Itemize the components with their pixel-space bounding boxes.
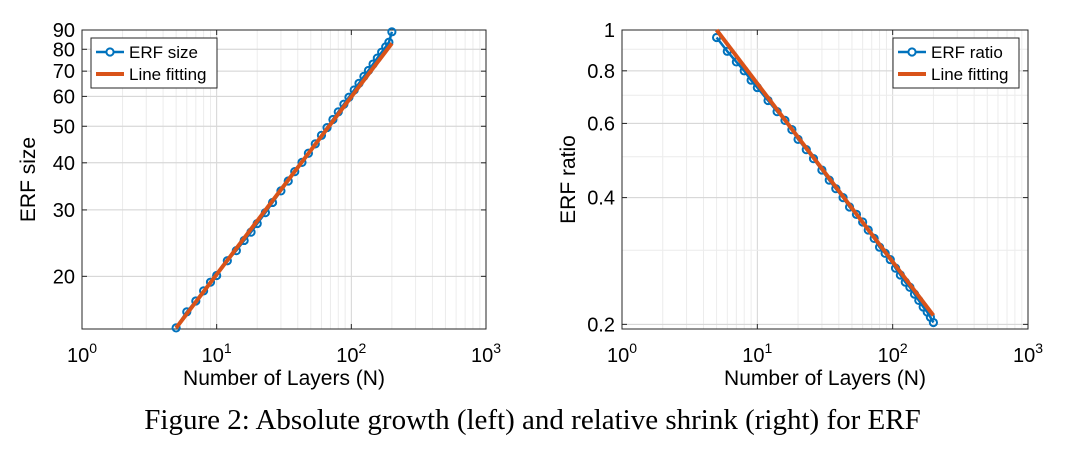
y-tick-label: 0.4 [587, 188, 615, 210]
y-tick-label: 20 [53, 266, 75, 288]
x-axis-title: Number of Layers (N) [724, 367, 926, 390]
series-group [711, 28, 939, 328]
series-group [171, 27, 397, 333]
y-tick-label: 0.6 [587, 113, 615, 135]
x-tick-label: 100 [67, 340, 97, 367]
legend: ERF size Line fitting [90, 37, 218, 89]
figure-caption: Figure 2: Absolute growth (left) and rel… [144, 404, 921, 436]
x-tick-label: 102 [336, 340, 366, 367]
x-tick-label: 101 [742, 340, 772, 367]
x-axis-title: Number of Layers (N) [183, 367, 385, 390]
y-tick-label: 0.8 [587, 61, 615, 83]
data-point [858, 217, 868, 227]
legend-box [892, 37, 1020, 89]
y-axis: 0.2 0.4 0.6 0.8 1 ERF ratio [557, 20, 1028, 336]
y-tick-label: 60 [53, 86, 75, 108]
fit-line-1 [715, 28, 935, 317]
data-point [851, 209, 862, 219]
x-tick-label: 102 [878, 340, 908, 367]
y-tick-label: 80 [53, 39, 75, 61]
data-point [387, 27, 397, 37]
x-tick-label: 103 [1013, 340, 1043, 367]
fit-line-1 [174, 42, 394, 330]
y-tick-label: 1 [604, 20, 615, 42]
y-axis-title: ERF size [17, 137, 40, 222]
x-axis: 100 101 102 103 Number of Layers (N) [67, 30, 501, 390]
x-axis: 100 101 102 103 Number of Layers (N) [607, 30, 1043, 390]
data-point [290, 167, 300, 177]
legend-label: Line fitting [931, 65, 1009, 84]
data-point [171, 323, 181, 333]
x-tick-label: 101 [202, 340, 232, 367]
y-tick-label: 30 [53, 200, 75, 222]
y-tick-label: 50 [53, 116, 75, 138]
legend-label: Line fitting [129, 65, 207, 84]
x-tick-label: 103 [471, 340, 501, 367]
legend-marker [105, 47, 115, 57]
y-tick-label: 90 [53, 20, 75, 42]
y-tick-label: 0.2 [587, 314, 615, 336]
y-tick-label: 70 [53, 61, 75, 83]
legend-marker [907, 47, 917, 57]
y-tick-label: 40 [53, 153, 75, 175]
axes-box [621, 29, 1029, 330]
data-point [928, 317, 939, 328]
y-axis-title: ERF ratio [557, 135, 580, 224]
legend-label: ERF size [129, 43, 198, 62]
erf-size-chart: 100 101 102 103 Number of Layers (N) 20 30 40 50… [17, 20, 501, 390]
legend-box [90, 37, 218, 89]
x-tick-label: 100 [607, 340, 637, 367]
axes-box [81, 29, 487, 330]
legend-label: ERF ratio [931, 43, 1003, 62]
legend: ERF ratio Line fitting [892, 37, 1020, 89]
data-point [303, 148, 314, 158]
grid [621, 29, 1028, 329]
